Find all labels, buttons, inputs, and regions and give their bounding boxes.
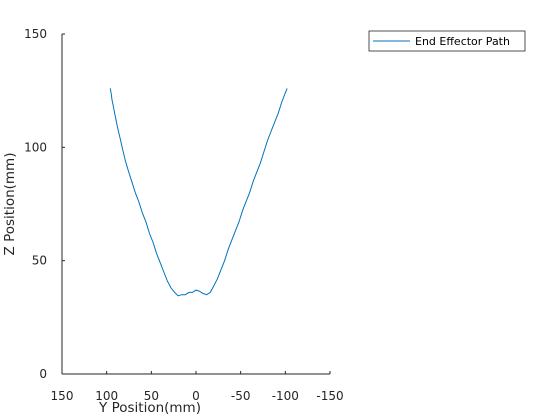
legend-box: [368, 30, 526, 52]
x-tick-label: -150: [316, 389, 343, 403]
y-tick-label: 100: [24, 140, 47, 154]
x-tick-label: 50: [144, 389, 159, 403]
x-tick-label: -100: [272, 389, 299, 403]
x-axis-label: Y Position(mm): [98, 400, 201, 416]
legend-label: End Effector Path: [415, 35, 510, 48]
x-tick-label: 150: [51, 389, 74, 403]
y-tick-label: 50: [32, 254, 47, 268]
y-ticks: 0 50 100 150: [24, 27, 65, 381]
axes: [61, 34, 330, 375]
y-axis-label: Z Position(mm): [2, 153, 18, 256]
x-tick-label: 0: [192, 389, 200, 403]
legend: End Effector Path: [368, 30, 526, 52]
x-tick-label: -50: [231, 389, 251, 403]
y-tick-label: 0: [39, 367, 47, 381]
x-ticks: 150 100 50 0 -50 -100 -150: [51, 371, 344, 403]
series-line-end-effector-path: [109, 88, 288, 297]
y-tick-label: 150: [24, 27, 47, 41]
x-tick-label: 100: [95, 389, 118, 403]
